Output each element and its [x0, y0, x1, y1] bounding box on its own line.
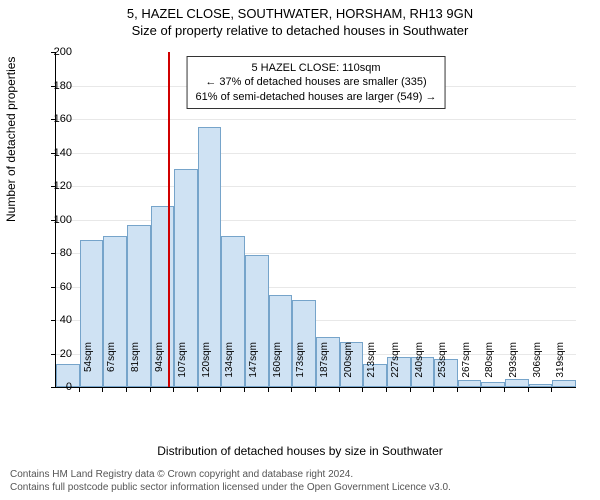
- y-tick-label: 40: [32, 314, 72, 326]
- x-tick-mark: [315, 387, 316, 392]
- chart-subtitle: Size of property relative to detached ho…: [0, 21, 600, 38]
- annotation-box: 5 HAZEL CLOSE: 110sqm ← 37% of detached …: [187, 56, 446, 109]
- chart-title: 5, HAZEL CLOSE, SOUTHWATER, HORSHAM, RH1…: [0, 0, 600, 21]
- x-tick-mark: [150, 387, 151, 392]
- x-tick-mark: [386, 387, 387, 392]
- x-tick-label: 67sqm: [106, 342, 117, 392]
- annotation-line-2: ← 37% of detached houses are smaller (33…: [196, 75, 437, 89]
- y-tick-label: 200: [32, 46, 72, 58]
- y-tick-label: 100: [32, 214, 72, 226]
- y-tick-label: 180: [32, 80, 72, 92]
- gridline: [56, 153, 576, 154]
- x-tick-mark: [220, 387, 221, 392]
- x-tick-mark: [126, 387, 127, 392]
- x-tick-mark: [410, 387, 411, 392]
- x-tick-label: 160sqm: [272, 342, 283, 392]
- x-tick-label: 267sqm: [461, 342, 472, 392]
- gridline: [56, 119, 576, 120]
- y-tick-label: 160: [32, 113, 72, 125]
- gridline: [56, 186, 576, 187]
- x-tick-mark: [528, 387, 529, 392]
- y-tick-label: 0: [32, 381, 72, 393]
- x-tick-label: 200sqm: [343, 342, 354, 392]
- x-tick-label: 306sqm: [532, 342, 543, 392]
- x-tick-label: 54sqm: [83, 342, 94, 392]
- x-tick-mark: [268, 387, 269, 392]
- x-tick-mark: [433, 387, 434, 392]
- x-tick-label: 120sqm: [201, 342, 212, 392]
- marker-line: [168, 52, 170, 387]
- x-tick-mark: [173, 387, 174, 392]
- x-tick-label: 147sqm: [248, 342, 259, 392]
- y-tick-label: 20: [32, 348, 72, 360]
- x-tick-mark: [457, 387, 458, 392]
- plot-area: 5 HAZEL CLOSE: 110sqm ← 37% of detached …: [55, 52, 576, 388]
- x-tick-mark: [291, 387, 292, 392]
- y-tick-label: 80: [32, 247, 72, 259]
- chart-container: Number of detached properties 5 HAZEL CL…: [0, 42, 600, 442]
- gridline: [56, 220, 576, 221]
- x-tick-mark: [197, 387, 198, 392]
- y-tick-label: 120: [32, 180, 72, 192]
- footer-line-1: Contains HM Land Registry data © Crown c…: [10, 469, 451, 482]
- x-tick-label: 319sqm: [555, 342, 566, 392]
- x-tick-label: 94sqm: [154, 342, 165, 392]
- y-axis-label: Number of detached properties: [4, 57, 18, 222]
- x-tick-mark: [339, 387, 340, 392]
- x-tick-mark: [504, 387, 505, 392]
- y-tick-label: 60: [32, 281, 72, 293]
- annotation-line-3: 61% of semi-detached houses are larger (…: [196, 90, 437, 104]
- x-tick-label: 187sqm: [319, 342, 330, 392]
- x-tick-mark: [551, 387, 552, 392]
- x-tick-label: 81sqm: [130, 342, 141, 392]
- x-tick-label: 240sqm: [414, 342, 425, 392]
- annotation-line-1: 5 HAZEL CLOSE: 110sqm: [196, 61, 437, 75]
- footer-line-2: Contains full postcode public sector inf…: [10, 482, 451, 495]
- x-tick-mark: [480, 387, 481, 392]
- x-tick-label: 253sqm: [437, 342, 448, 392]
- x-tick-mark: [362, 387, 363, 392]
- x-tick-mark: [244, 387, 245, 392]
- x-tick-mark: [102, 387, 103, 392]
- x-tick-label: 107sqm: [177, 342, 188, 392]
- x-axis-label: Distribution of detached houses by size …: [0, 444, 600, 458]
- y-tick-label: 140: [32, 147, 72, 159]
- x-tick-label: 293sqm: [508, 342, 519, 392]
- x-tick-label: 173sqm: [295, 342, 306, 392]
- x-tick-mark: [79, 387, 80, 392]
- x-tick-label: 213sqm: [366, 342, 377, 392]
- footer-attribution: Contains HM Land Registry data © Crown c…: [10, 469, 451, 494]
- x-tick-label: 280sqm: [484, 342, 495, 392]
- x-tick-label: 134sqm: [224, 342, 235, 392]
- x-tick-label: 227sqm: [390, 342, 401, 392]
